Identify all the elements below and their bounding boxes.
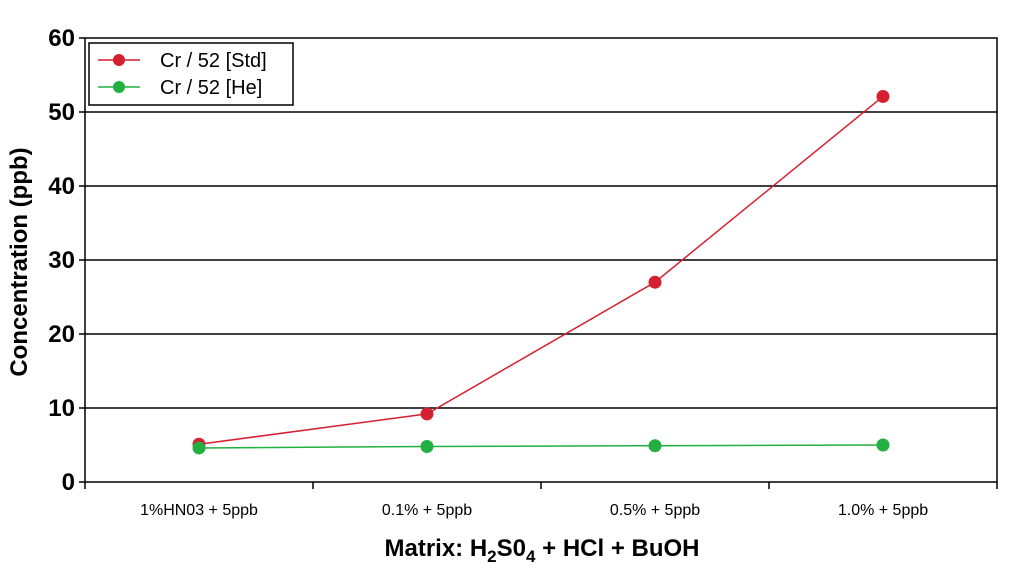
data-point	[648, 275, 662, 289]
x-tick-label: 1%HN03 + 5ppb	[140, 502, 258, 519]
data-point	[648, 439, 662, 453]
legend-swatch-marker-std	[113, 54, 125, 66]
x-tick-label: 1.0% + 5ppb	[838, 502, 928, 519]
series-line	[198, 95, 884, 446]
y-tick-label: 10	[48, 395, 75, 422]
grid-lines	[85, 111, 997, 409]
legend-label-he: Cr / 52 [He]	[160, 77, 262, 99]
legend-swatch-marker-he	[113, 81, 125, 93]
series-layer	[192, 89, 890, 455]
x-axis-title: Matrix: H2S04 + HCl + BuOH	[384, 535, 699, 566]
x-tick-label: 0.1% + 5ppb	[382, 502, 472, 519]
legend: Cr / 52 [Std] Cr / 52 [He]	[88, 42, 294, 106]
y-axis-title: Concentration (ppb)	[6, 147, 33, 376]
data-point	[876, 89, 890, 103]
x-axis-ticks: 1%HN03 + 5ppb 0.1% + 5ppb 0.5% + 5ppb 1.0% …	[84, 482, 998, 519]
y-tick-label: 20	[48, 321, 75, 348]
legend-label-std: Cr / 52 [Std]	[160, 50, 267, 72]
data-point	[420, 439, 434, 453]
y-tick-label: 50	[48, 99, 75, 126]
y-axis-ticks: 0 10 20 30 40 50 60	[48, 25, 85, 496]
data-point	[192, 441, 206, 455]
series-line	[198, 444, 884, 449]
legend-box	[88, 42, 294, 106]
y-tick-label: 60	[48, 25, 75, 52]
y-tick-label: 40	[48, 173, 75, 200]
data-point	[876, 438, 890, 452]
x-tick-label: 0.5% + 5ppb	[610, 502, 700, 519]
y-tick-label: 30	[48, 247, 75, 274]
data-point	[420, 407, 434, 421]
y-tick-label: 0	[62, 469, 75, 496]
